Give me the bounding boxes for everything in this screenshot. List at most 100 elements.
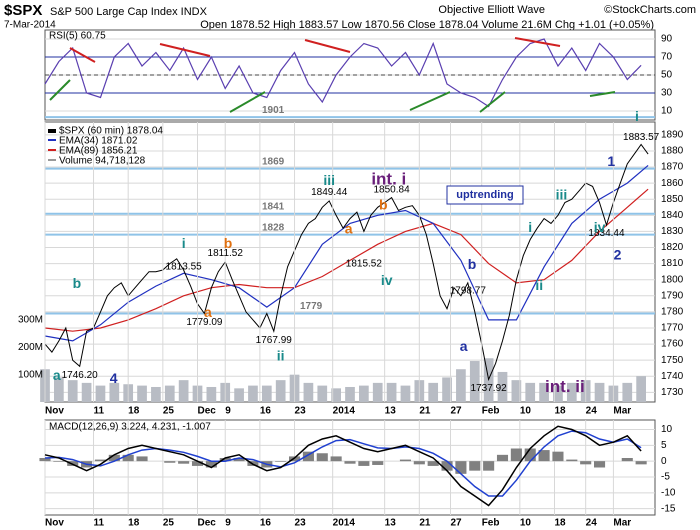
price-label: 1813.55 xyxy=(166,262,203,273)
volume-bar xyxy=(317,385,328,402)
histogram-bar xyxy=(635,461,647,465)
legend-entry: EMA(34) 1871.02 xyxy=(59,136,138,147)
histogram-bar xyxy=(275,461,287,462)
volume-bar xyxy=(400,385,411,402)
volume-bar xyxy=(566,382,577,402)
volume-tick-label: 200M xyxy=(18,342,43,353)
wave-label: a xyxy=(204,304,212,320)
x-tick-label: Nov xyxy=(45,406,64,417)
y-tick-label: 0 xyxy=(661,456,667,467)
x-tick-label: 9 xyxy=(225,518,231,529)
price-label: 1811.52 xyxy=(208,248,244,259)
legend-entry: $SPX (60 min) 1878.04 xyxy=(59,126,163,137)
macd-line xyxy=(44,425,642,507)
y-tick-label: 1750 xyxy=(661,355,684,366)
brand: Objective Elliott Wave xyxy=(438,4,545,16)
volume-bar xyxy=(636,376,646,402)
wave-label: ii xyxy=(535,277,543,293)
x-tick-label: 2014 xyxy=(333,406,356,417)
y-tick-label: -5 xyxy=(661,472,670,483)
volume-bar xyxy=(386,382,397,402)
trend-line xyxy=(229,91,266,113)
wave-label: iii xyxy=(556,187,568,203)
price-label: 1834.44 xyxy=(588,228,625,239)
wave-label: iii xyxy=(323,172,335,188)
y-tick-label: 10 xyxy=(661,106,673,117)
y-tick-label: 1880 xyxy=(661,146,684,157)
histogram-bar xyxy=(316,453,328,462)
wave-label: 4 xyxy=(110,370,118,386)
x-tick-label: 25 xyxy=(163,406,175,417)
wave-label: b xyxy=(379,196,388,212)
price-label: 1779.09 xyxy=(186,317,223,328)
wave-label: iv xyxy=(594,219,606,235)
y-tick-label: 1830 xyxy=(661,226,684,237)
histogram-bar xyxy=(302,451,314,462)
volume-bar xyxy=(178,380,189,402)
y-tick-label: 1890 xyxy=(661,130,684,141)
histogram-bar xyxy=(53,461,65,462)
wave-label: i xyxy=(635,108,639,124)
level-label: 1869 xyxy=(262,156,285,167)
volume-bar xyxy=(95,385,106,402)
index-name: S&P 500 Large Cap Index INDX xyxy=(50,6,208,18)
y-tick-label: 70 xyxy=(661,52,673,63)
x-tick-label: 18 xyxy=(554,406,566,417)
x-tick-label: 18 xyxy=(128,518,140,529)
histogram-bar xyxy=(358,461,370,466)
volume-bar xyxy=(54,377,64,402)
volume-bar xyxy=(539,382,549,402)
histogram-bar xyxy=(164,461,176,463)
macd-line xyxy=(44,430,642,497)
histogram-bar xyxy=(94,459,106,462)
wave-label: a xyxy=(53,367,61,383)
x-tick-label: 18 xyxy=(554,518,566,529)
x-tick-label: Feb xyxy=(482,518,500,529)
histogram-bar xyxy=(372,461,384,465)
series-line xyxy=(44,143,649,382)
volume-bar xyxy=(428,382,439,402)
price-label: 1815.52 xyxy=(346,258,383,269)
x-tick-label: 24 xyxy=(586,518,598,529)
volume-bar xyxy=(511,380,522,402)
y-tick-label: 1740 xyxy=(661,371,684,382)
histogram-bar xyxy=(469,461,481,471)
date: 7-Mar-2014 xyxy=(4,20,56,31)
price-label: 1737.92 xyxy=(471,383,508,394)
histogram-bar xyxy=(566,459,578,462)
histogram-bar xyxy=(483,461,495,471)
histogram-bar xyxy=(580,461,592,465)
y-tick-label: 1770 xyxy=(661,323,684,334)
legend-swatch xyxy=(48,149,56,151)
histogram-bar xyxy=(552,451,564,462)
wave-label: int. ii xyxy=(545,377,585,396)
y-tick-label: 30 xyxy=(661,88,673,99)
wave-label: b xyxy=(468,256,477,272)
volume-bar xyxy=(275,380,286,402)
histogram-bar xyxy=(455,461,467,474)
histogram-bar xyxy=(427,461,439,466)
volume-bar xyxy=(456,369,466,402)
volume-bar xyxy=(345,386,355,402)
histogram-bar xyxy=(399,459,411,462)
histogram-bar xyxy=(538,450,550,462)
symbol: $SPX xyxy=(4,2,42,19)
x-tick-label: 23 xyxy=(295,406,307,417)
histogram-bar xyxy=(191,461,204,466)
volume-bar xyxy=(372,382,383,402)
y-tick-label: 1820 xyxy=(661,242,684,253)
y-tick-label: 90 xyxy=(661,34,673,45)
price-label: 1767.99 xyxy=(256,335,293,346)
y-tick-label: 1870 xyxy=(661,162,684,173)
trend-line xyxy=(304,39,351,53)
wave-label: a xyxy=(460,338,468,354)
trend-line xyxy=(69,47,96,63)
volume-tick-label: 300M xyxy=(18,315,43,326)
volume-bar xyxy=(164,385,175,402)
volume-bar xyxy=(303,382,314,402)
wave-label: b xyxy=(224,235,233,251)
note: uptrending xyxy=(456,189,513,201)
note-box xyxy=(446,185,524,205)
level-label: 1779 xyxy=(300,301,323,312)
